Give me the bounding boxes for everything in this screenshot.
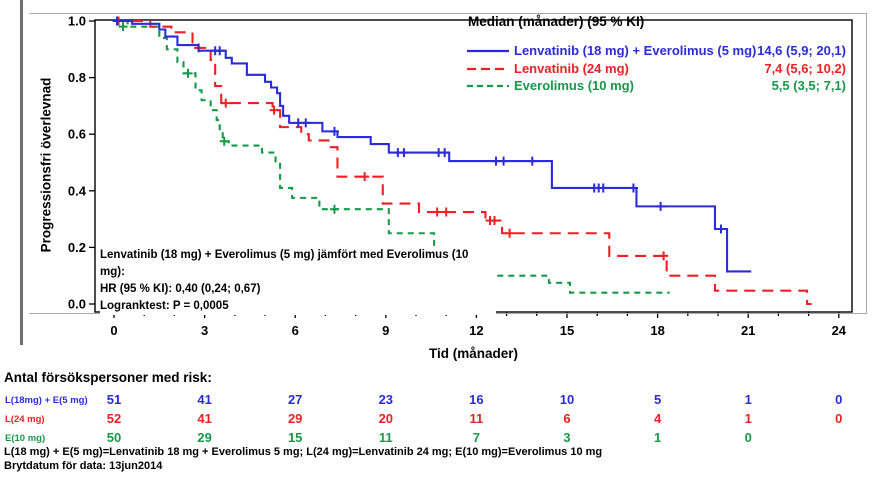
risk-row-label: L(24 mg): [5, 414, 45, 425]
annotation-logrank-line: Logranktest: P = 0,0005: [100, 300, 229, 312]
y-tick-label: 0.0: [68, 297, 86, 312]
risk-count: 0: [744, 430, 752, 445]
legend-entry-label: Lenvatinib (24 mg): [514, 60, 629, 76]
x-tick-label: 12: [469, 323, 483, 338]
km-curve-red: [114, 19, 812, 306]
risk-count: 52: [106, 411, 122, 426]
x-tick-label: 3: [201, 323, 208, 338]
risk-count: 27: [287, 392, 303, 407]
x-axis-title: Tid (månader): [428, 346, 518, 361]
x-tick-label: 24: [832, 323, 847, 338]
risk-row-blue: L(18mg) + E(5 mg) 51 41 27 23 16 10 5 1 0: [0, 392, 876, 407]
x-tick-label: 18: [650, 323, 664, 338]
risk-count: 0: [835, 392, 843, 407]
legend-line-sample-red: [467, 67, 509, 70]
figure-border-right: [866, 13, 867, 314]
risk-count: 3: [563, 430, 571, 445]
risk-count: 29: [197, 430, 212, 445]
y-tick-label: 0.2: [68, 240, 86, 255]
legend-entry-median: 5,5 (3,5; 7,1): [771, 78, 846, 93]
risk-count: 7: [472, 430, 480, 445]
legend-entry: Everolimus (10 mg) 5,5 (3,5; 7,1): [0, 78, 876, 94]
risk-count: 16: [469, 392, 484, 407]
risk-count: 51: [106, 392, 122, 407]
y-axis-title: Progressionsfri överlevnad: [38, 77, 54, 253]
y-tick-label: 1.0: [68, 14, 86, 29]
risk-row-label: L(18mg) + E(5 mg): [5, 395, 88, 406]
y-tick-label: 0.6: [68, 127, 86, 142]
legend-entry-median: 14,6 (5,9; 20,1): [757, 43, 846, 58]
risk-count: 6: [563, 411, 571, 426]
annotation-hr-line: HR (95 % KI): 0,40 (0,24; 0,67): [100, 283, 261, 295]
legend-entry: Lenvatinib (18 mg) + Everolimus (5 mg) 14…: [0, 43, 876, 59]
risk-count: 11: [378, 430, 393, 445]
risk-count: 29: [287, 411, 303, 426]
risk-table-header: Antal försökspersoner med risk:: [4, 370, 212, 385]
y-tick-label: 0.8: [68, 70, 86, 85]
footnote-cutoff-date: Brytdatum för data: 13jun2014: [4, 460, 163, 472]
censor-marks-green: [118, 22, 339, 214]
risk-count: 23: [378, 392, 394, 407]
legend-line-sample-blue: [467, 49, 509, 53]
x-tick-label: 21: [741, 323, 755, 338]
risk-count: 0: [835, 411, 843, 426]
risk-count: 41: [197, 411, 212, 426]
risk-count: 1: [653, 430, 662, 445]
legend-entry-label: Lenvatinib (18 mg) + Everolimus (5 mg): [514, 43, 757, 58]
risk-row-green: E(10 mg) 50 29 15 11 7 3 1 0: [0, 430, 876, 445]
risk-count: 41: [197, 392, 212, 407]
risk-count: 4: [653, 411, 662, 426]
document-left-border: [20, 0, 23, 345]
censor-marks-blue: [112, 16, 726, 234]
legend-title: Median (månader) (95 % KI): [468, 14, 645, 29]
risk-count: 20: [378, 411, 394, 426]
risk-count: 5: [653, 392, 662, 407]
risk-count: 1: [744, 411, 752, 426]
x-tick-label: 9: [382, 323, 389, 338]
x-tick-label: 15: [560, 323, 574, 338]
risk-row-label: E(10 mg): [5, 433, 46, 444]
risk-count: 50: [106, 430, 122, 445]
hr-annotation-box: Lenvatinib (18 mg) + Everolimus (5 mg) j…: [100, 247, 496, 315]
footnote-abbreviations: L(18 mg) + E(5 mg)=Lenvatinib 18 mg + Ev…: [4, 446, 603, 458]
legend-entry-median: 7,4 (5,6; 10,2): [764, 60, 846, 76]
risk-count: 11: [469, 411, 484, 426]
risk-count: 1: [744, 392, 752, 407]
x-tick-label: 6: [292, 323, 299, 338]
risk-row-red: L(24 mg) 52 41 29 20 11 6 4 1 0: [0, 411, 876, 426]
km-curve-blue: [114, 19, 752, 273]
risk-count: 15: [287, 430, 303, 445]
legend-entry-label: Everolimus (10 mg): [514, 78, 634, 93]
x-tick-label: 0: [110, 323, 117, 338]
figure-border-top: [29, 13, 867, 14]
legend-entry: Lenvatinib (24 mg) 7,4 (5,6; 10,2): [0, 61, 876, 77]
legend-line-sample-green: [467, 84, 509, 88]
annotation-comparison-line: Lenvatinib (18 mg) + Everolimus (5 mg) j…: [100, 249, 469, 278]
y-tick-label: 0.4: [68, 183, 87, 198]
risk-count: 10: [559, 392, 575, 407]
